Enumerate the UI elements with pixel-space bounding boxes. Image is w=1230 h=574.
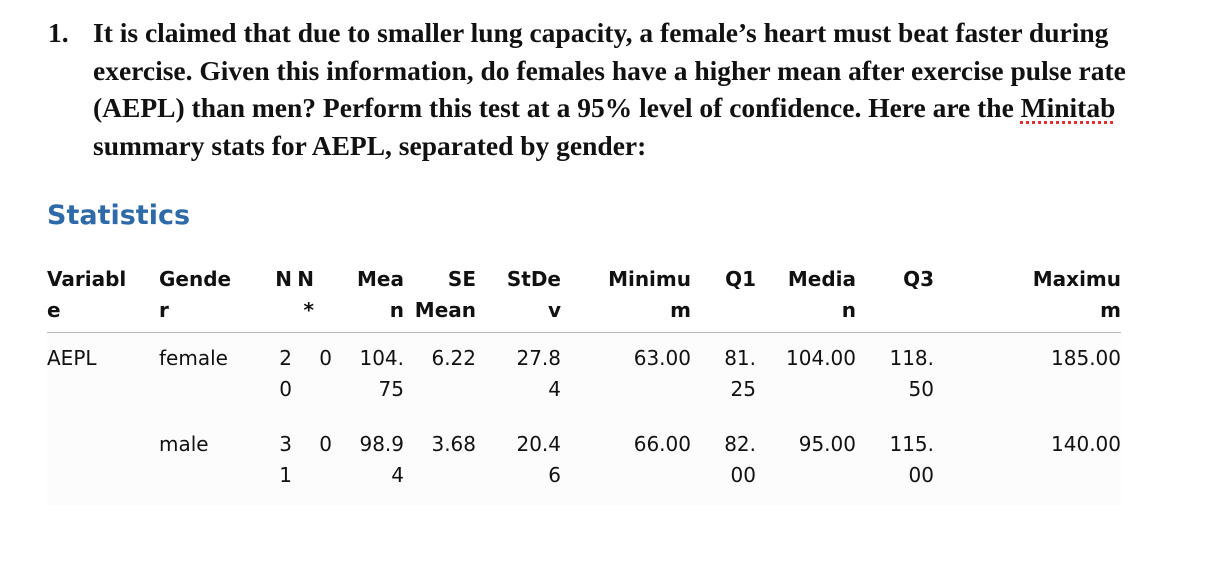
table-cell: AEPL xyxy=(47,332,159,419)
cell-text: female xyxy=(159,346,228,370)
table-cell: 27.84 xyxy=(476,332,561,419)
table-row: male 31 0 98.94 3.68 20.46 66.00 82.00 95.00 115.… xyxy=(47,419,1121,505)
header-text: Variable xyxy=(47,267,127,322)
column-header: N xyxy=(256,264,292,333)
header-text: StDev xyxy=(506,267,561,322)
header-text: N xyxy=(275,267,292,291)
cell-text: 98.94 xyxy=(359,432,404,487)
table-cell: 140.00 xyxy=(934,419,1121,505)
stats-table: Variable Gender N N* Mean SE Mean StDev Minimum… xyxy=(47,264,1121,505)
table-cell: 98.94 xyxy=(332,419,404,505)
cell-text: 6.22 xyxy=(431,346,476,370)
cell-text: AEPL xyxy=(47,346,97,370)
column-header: Q1 xyxy=(691,264,756,333)
table-cell: 104.00 xyxy=(756,332,856,419)
header-text: Maximum xyxy=(1032,267,1121,322)
header-text: Gender xyxy=(159,267,232,322)
cell-text: 140.00 xyxy=(1051,432,1121,456)
column-header: Variable xyxy=(47,264,159,333)
cell-text: 0 xyxy=(319,432,332,456)
table-cell: 20.46 xyxy=(476,419,561,505)
column-header: SE Mean xyxy=(404,264,476,333)
table-cell: 66.00 xyxy=(561,419,691,505)
table-cell: 185.00 xyxy=(934,332,1121,419)
column-header: Minimum xyxy=(561,264,691,333)
table-cell: 3.68 xyxy=(404,419,476,505)
question: 1. It is claimed that due to smaller lun… xyxy=(48,14,1198,164)
header-text: Mean xyxy=(357,267,404,322)
cell-text: male xyxy=(159,432,209,456)
header-text: Q3 xyxy=(903,267,934,291)
section-title: Statistics xyxy=(47,200,191,231)
cell-text: 20.46 xyxy=(516,432,561,487)
column-header: Mean xyxy=(332,264,404,333)
table-cell: 31 xyxy=(256,419,292,505)
table-cell: 95.00 xyxy=(756,419,856,505)
table-cell: 115.00 xyxy=(856,419,934,505)
table-cell: 0 xyxy=(292,419,332,505)
header-text: Q1 xyxy=(725,267,756,291)
cell-text: 95.00 xyxy=(798,432,856,456)
column-header: StDev xyxy=(476,264,561,333)
table-cell: 20 xyxy=(256,332,292,419)
header-text: N* xyxy=(297,267,314,322)
header-text: Median xyxy=(787,267,856,322)
cell-text: 82.00 xyxy=(724,432,756,487)
cell-text: 3.68 xyxy=(431,432,476,456)
table-cell: 63.00 xyxy=(561,332,691,419)
table-cell: male xyxy=(159,419,256,505)
table-row: AEPL female 20 0 104.75 6.22 27.84 63.00 81.25 10… xyxy=(47,332,1121,419)
column-header: Maximum xyxy=(934,264,1121,333)
cell-text: 20 xyxy=(279,346,292,401)
question-number: 1. xyxy=(48,17,69,48)
cell-text: 115.00 xyxy=(889,432,934,487)
table-cell: 104.75 xyxy=(332,332,404,419)
cell-text: 118.50 xyxy=(889,346,934,401)
text: It is claimed that due to smaller lung c… xyxy=(93,17,1126,123)
table-cell: 82.00 xyxy=(691,419,756,505)
cell-text: 27.84 xyxy=(516,346,561,401)
cell-text: 63.00 xyxy=(633,346,691,370)
cell-text: 66.00 xyxy=(633,432,691,456)
column-header: N* xyxy=(292,264,332,333)
header-text: SE Mean xyxy=(414,267,476,322)
column-header: Q3 xyxy=(856,264,934,333)
spellcheck-word: Minitab xyxy=(1020,92,1116,123)
header-text: Minimum xyxy=(608,267,691,322)
question-text: It is claimed that due to smaller lung c… xyxy=(93,14,1198,164)
table-body: AEPL female 20 0 104.75 6.22 27.84 63.00 81.25 10… xyxy=(47,332,1121,505)
cell-text: 0 xyxy=(319,346,332,370)
cell-text: 31 xyxy=(279,432,292,487)
text: summary stats for AEPL, separated by gen… xyxy=(93,129,647,161)
header-row: Variable Gender N N* Mean SE Mean StDev Minimum… xyxy=(47,264,1121,333)
column-header: Gender xyxy=(159,264,256,333)
cell-text: 185.00 xyxy=(1051,346,1121,370)
table-cell: 6.22 xyxy=(404,332,476,419)
table-cell: 118.50 xyxy=(856,332,934,419)
table-cell: female xyxy=(159,332,256,419)
cell-text: 104.00 xyxy=(786,346,856,370)
table-cell xyxy=(47,419,159,505)
column-header: Median xyxy=(756,264,856,333)
cell-text: 81.25 xyxy=(724,346,756,401)
cell-text: 104.75 xyxy=(359,346,404,401)
table-cell: 0 xyxy=(292,332,332,419)
table-cell: 81.25 xyxy=(691,332,756,419)
